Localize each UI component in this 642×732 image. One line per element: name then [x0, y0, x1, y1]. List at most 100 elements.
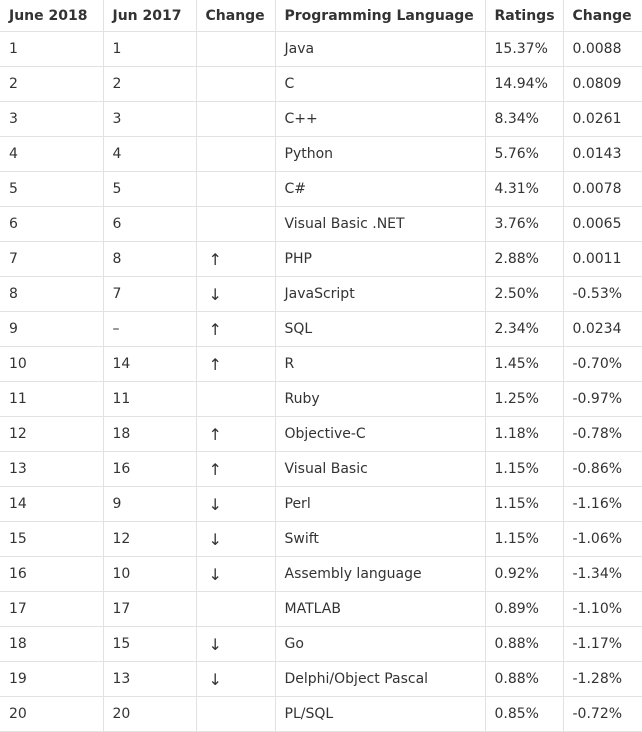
rank-2017: 1: [102, 31, 197, 67]
rating: 0.88%: [484, 626, 564, 662]
rating: 2.50%: [484, 276, 564, 312]
rating: 1.15%: [484, 521, 564, 557]
table-row: 7 8 ↑ PHP 2.88% 0.0011: [0, 241, 642, 277]
change-arrow: [195, 696, 276, 732]
rating-change: -0.78%: [562, 416, 642, 452]
rating: 0.89%: [484, 591, 564, 627]
rating-change: 0.0234: [562, 311, 642, 347]
table-row: 10 14 ↑ R 1.45% -0.70%: [0, 346, 642, 382]
rank-2017: 2: [102, 66, 197, 102]
change-arrow: ↓: [195, 556, 276, 592]
column-header: Jun 2017: [102, 0, 197, 32]
rank-2018: 12: [0, 416, 104, 452]
change-arrow: ↑: [195, 241, 276, 277]
rank-2018: 17: [0, 591, 104, 627]
rank-2018: 9: [0, 311, 104, 347]
rating-change: -1.06%: [562, 521, 642, 557]
rank-2017: 15: [102, 626, 197, 662]
rank-2018: 7: [0, 241, 104, 277]
rank-2017: 13: [102, 661, 197, 697]
rank-2018: 5: [0, 171, 104, 207]
table-row: 16 10 ↓ Assembly language 0.92% -1.34%: [0, 556, 642, 592]
rank-2018: 15: [0, 521, 104, 557]
language: Visual Basic: [274, 451, 486, 487]
rank-2018: 4: [0, 136, 104, 172]
table-row: 18 15 ↓ Go 0.88% -1.17%: [0, 626, 642, 662]
change-arrow: ↑: [195, 416, 276, 452]
rank-2017: 7: [102, 276, 197, 312]
rank-2017: 3: [102, 101, 197, 137]
rank-2018: 10: [0, 346, 104, 382]
rank-2018: 14: [0, 486, 104, 522]
language: R: [274, 346, 486, 382]
rating-change: -1.17%: [562, 626, 642, 662]
language: C#: [274, 171, 486, 207]
language: Assembly language: [274, 556, 486, 592]
rank-2018: 13: [0, 451, 104, 487]
rating-change: -0.97%: [562, 381, 642, 417]
language: Perl: [274, 486, 486, 522]
rating: 1.15%: [484, 486, 564, 522]
language: SQL: [274, 311, 486, 347]
rating-change: -0.86%: [562, 451, 642, 487]
column-header: Programming Language: [274, 0, 486, 32]
language: C: [274, 66, 486, 102]
language: PHP: [274, 241, 486, 277]
table-row: 12 18 ↑ Objective-C 1.18% -0.78%: [0, 416, 642, 452]
rank-2017: 10: [102, 556, 197, 592]
rating-change: -1.16%: [562, 486, 642, 522]
rating: 0.85%: [484, 696, 564, 732]
change-arrow: ↓: [195, 486, 276, 522]
change-arrow: [195, 206, 276, 242]
rating-change: 0.0011: [562, 241, 642, 277]
language: Python: [274, 136, 486, 172]
rating: 5.76%: [484, 136, 564, 172]
rank-2017: 18: [102, 416, 197, 452]
rank-2018: 2: [0, 66, 104, 102]
table-row: 1 1 Java 15.37% 0.0088: [0, 31, 642, 67]
language: Go: [274, 626, 486, 662]
change-arrow: [195, 101, 276, 137]
rating-change: 0.0143: [562, 136, 642, 172]
rating-change: 0.0809: [562, 66, 642, 102]
change-arrow: ↑: [195, 311, 276, 347]
rating-change: -1.10%: [562, 591, 642, 627]
rank-2017: 17: [102, 591, 197, 627]
rank-2018: 6: [0, 206, 104, 242]
rank-2017: 14: [102, 346, 197, 382]
rating: 14.94%: [484, 66, 564, 102]
rank-2018: 16: [0, 556, 104, 592]
change-arrow: ↓: [195, 276, 276, 312]
table-row: 2 2 C 14.94% 0.0809: [0, 66, 642, 102]
change-arrow: ↓: [195, 521, 276, 557]
rating: 0.88%: [484, 661, 564, 697]
rating: 4.31%: [484, 171, 564, 207]
rating-change: -0.72%: [562, 696, 642, 732]
rank-2017: 9: [102, 486, 197, 522]
rating: 1.15%: [484, 451, 564, 487]
rating: 2.34%: [484, 311, 564, 347]
table-row: 20 20 PL/SQL 0.85% -0.72%: [0, 696, 642, 732]
column-header: June 2018: [0, 0, 104, 32]
table-row: 14 9 ↓ Perl 1.15% -1.16%: [0, 486, 642, 522]
language: C++: [274, 101, 486, 137]
language: Delphi/Object Pascal: [274, 661, 486, 697]
language: JavaScript: [274, 276, 486, 312]
table-row: 4 4 Python 5.76% 0.0143: [0, 136, 642, 172]
rank-2018: 1: [0, 31, 104, 67]
rank-2017: 20: [102, 696, 197, 732]
rank-2017: 4: [102, 136, 197, 172]
change-arrow: [195, 171, 276, 207]
rank-2017: 12: [102, 521, 197, 557]
table-row: 6 6 Visual Basic .NET 3.76% 0.0065: [0, 206, 642, 242]
rating-change: -0.70%: [562, 346, 642, 382]
rating-change: -1.28%: [562, 661, 642, 697]
table-row: 9– ↑ SQL 2.34% 0.0234: [0, 311, 642, 347]
change-arrow: ↑: [195, 451, 276, 487]
rank-2017: 11: [102, 381, 197, 417]
rank-2018: 18: [0, 626, 104, 662]
change-arrow: [195, 591, 276, 627]
table-row: 13 16 ↑ Visual Basic 1.15% -0.86%: [0, 451, 642, 487]
rating-change: -0.53%: [562, 276, 642, 312]
